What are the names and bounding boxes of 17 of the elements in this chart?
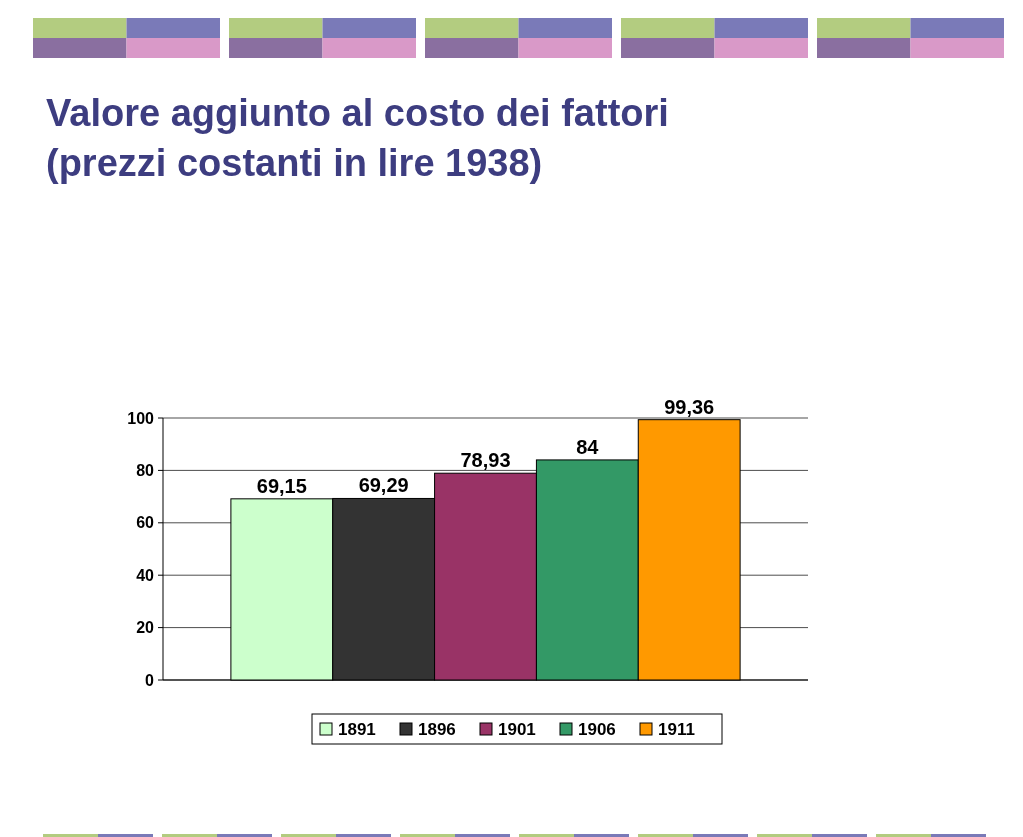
y-tick-label: 60 bbox=[136, 514, 155, 532]
data-label: 69,15 bbox=[256, 474, 307, 497]
data-label: 78,93 bbox=[460, 449, 511, 472]
legend-label: 1901 bbox=[498, 720, 536, 739]
data-label: 84 bbox=[576, 435, 600, 458]
y-tick-label: 100 bbox=[127, 409, 155, 427]
y-tick-label: 80 bbox=[136, 462, 155, 479]
y-tick-label: 20 bbox=[136, 619, 155, 637]
chart-title: Valore aggiunto al costo dei fattori (prezzi costanti in lire 1938) bbox=[46, 92, 669, 184]
legend-label: 1911 bbox=[658, 720, 695, 739]
legend-label: 1906 bbox=[578, 720, 616, 739]
y-tick-label: 0 bbox=[145, 671, 155, 689]
legend-label: 1891 bbox=[338, 720, 376, 739]
data-label: 99,36 bbox=[664, 395, 715, 418]
legend-label: 1896 bbox=[418, 720, 456, 739]
y-tick-label: 40 bbox=[136, 566, 155, 584]
data-label: 69,29 bbox=[358, 474, 409, 497]
